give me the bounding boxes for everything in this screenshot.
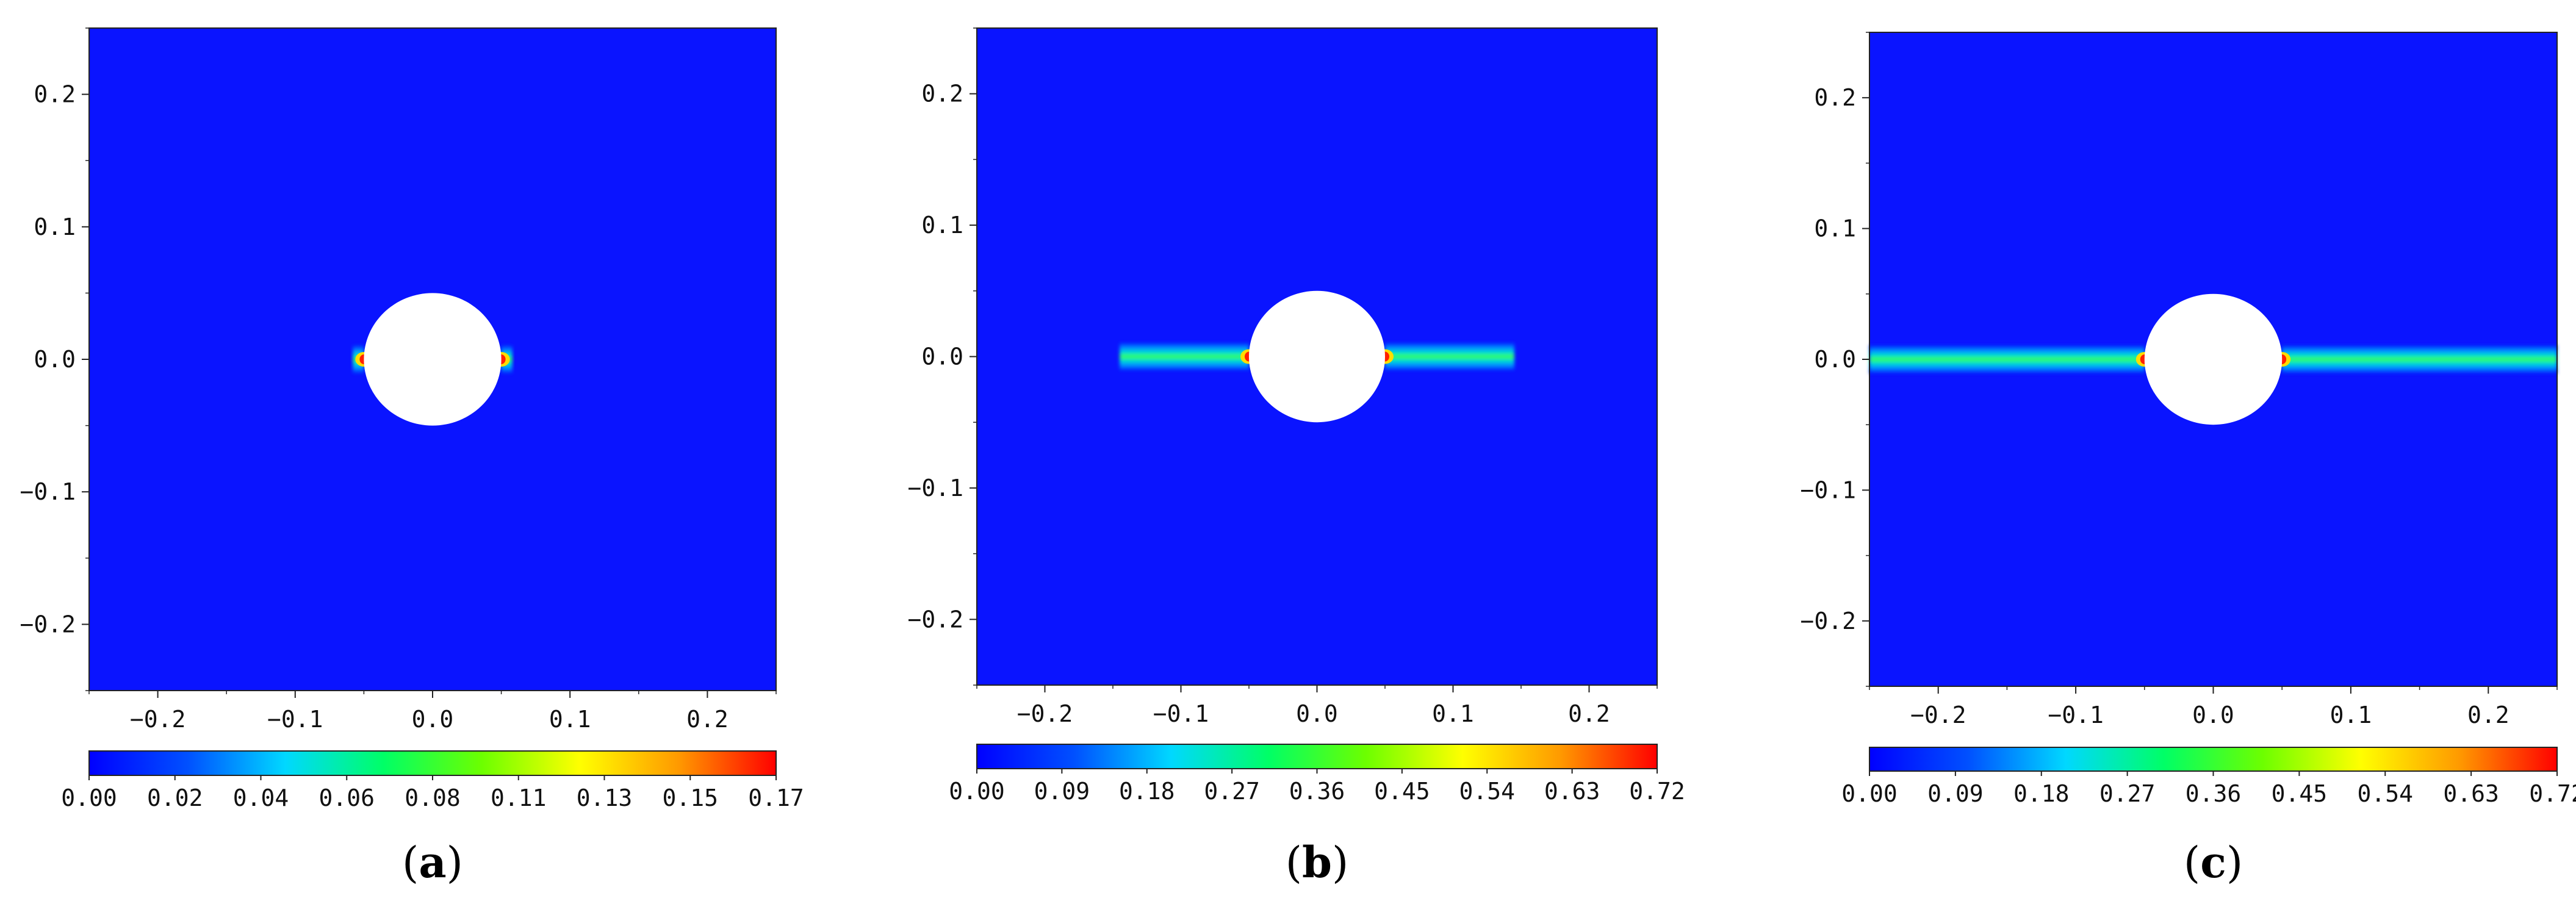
colorbar-tick-label: 0.15 (662, 785, 718, 811)
x-tick-label: −0.2 (1017, 700, 1073, 727)
colorbar (88, 750, 777, 776)
colorbar-tick-label: 0.17 (748, 785, 804, 811)
panel-c: −0.2 −0.1 0.0 0.1 0.2 0.2 0.1 0.0 −0.1 −0.2 0.00 0.… (1800, 32, 2576, 888)
panel-letter: a (419, 837, 446, 888)
crack-band (1385, 342, 1514, 372)
colorbar-tick-label: 0.00 (61, 785, 117, 811)
x-tick-label: 0.0 (412, 706, 454, 733)
colorbar-tick-label: 0.00 (949, 778, 1005, 805)
x-tick-label: −0.2 (130, 706, 186, 733)
y-tick-label: 0.0 (921, 343, 963, 370)
x-tick-label: 0.2 (2467, 702, 2509, 728)
crack-band (2282, 345, 2557, 374)
x-tick-label: 0.1 (549, 706, 591, 733)
colorbar-tick-label: 0.13 (577, 785, 633, 811)
colorbar-tick-label: 0.72 (2529, 780, 2576, 807)
y-tick-label: 0.2 (1814, 84, 1856, 111)
x-tick-label: 0.1 (2330, 702, 2372, 728)
y-tick-label: 0.1 (921, 212, 963, 239)
hole (1249, 290, 1385, 423)
x-tick-label: −0.1 (1153, 700, 1209, 727)
y-tick-label: 0.1 (1814, 215, 1856, 242)
colorbar-tick-label: 0.45 (1374, 778, 1430, 805)
y-tick-label: −0.2 (20, 611, 76, 638)
colorbar-tick-label: 0.18 (1119, 778, 1175, 805)
panel-a: −0.2 −0.1 0.0 0.1 0.2 0.2 0.1 0.0 −0.1 −0.2 0.00 0.… (20, 27, 804, 888)
y-tick-label: 0.0 (1814, 346, 1856, 373)
colorbar-tick-label: 0.09 (1927, 780, 1984, 807)
y-tick-label: −0.1 (907, 475, 963, 501)
y-tick-label: −0.2 (907, 606, 963, 633)
y-tick-label: 0.2 (921, 81, 963, 107)
colorbar-tick-label: 0.02 (147, 785, 203, 811)
y-tick-label: −0.1 (1800, 476, 1856, 503)
panel-label: (b) (1286, 837, 1349, 888)
colorbar-tick-label: 0.27 (2099, 780, 2156, 807)
y-tick-label: 0.1 (34, 214, 76, 240)
y-tick-label: 0.0 (34, 346, 76, 373)
x-tick-label: −0.1 (2048, 702, 2104, 728)
x-tick-label: 0.0 (1296, 700, 1338, 727)
colorbar (976, 744, 1658, 769)
colorbar-tick-label: 0.45 (2272, 780, 2328, 807)
colorbar-tick-label: 0.08 (405, 785, 461, 811)
y-tick-label: 0.2 (34, 81, 76, 108)
panel-letter: b (1302, 837, 1332, 888)
colorbar-tick-label: 0.36 (2186, 780, 2242, 807)
colorbar-tick-label: 0.72 (1629, 778, 1685, 805)
colorbar-tick-label: 0.54 (1459, 778, 1515, 805)
colorbar-tick-label: 0.04 (233, 785, 289, 811)
y-tick-label: −0.1 (20, 478, 76, 505)
hole (364, 293, 502, 426)
colorbar-tick-label: 0.36 (1289, 778, 1345, 805)
colorbar-tick-label: 0.00 (1841, 780, 1898, 807)
panel-b: −0.2 −0.1 0.0 0.1 0.2 0.2 0.1 0.0 −0.1 −0.2 0.00 0.… (907, 27, 1685, 888)
panel-letter: c (2200, 837, 2226, 888)
colorbar-tick-label: 0.11 (491, 785, 547, 811)
x-tick-label: 0.2 (686, 706, 729, 733)
colorbar-tick-label: 0.54 (2357, 780, 2413, 807)
crack-band (1120, 342, 1249, 372)
panel-label: (c) (2184, 837, 2243, 888)
x-tick-label: −0.1 (267, 706, 323, 733)
crack-band (1869, 345, 2145, 374)
hole (2144, 293, 2283, 425)
y-tick-label: −0.2 (1800, 608, 1856, 634)
x-tick-label: 0.2 (1568, 700, 1610, 727)
x-tick-label: 0.1 (1432, 700, 1474, 727)
colorbar-tick-label: 0.63 (1544, 778, 1600, 805)
colorbar-tick-label: 0.09 (1034, 778, 1090, 805)
x-tick-label: −0.2 (1910, 702, 1966, 728)
colorbar-tick-label: 0.06 (318, 785, 375, 811)
x-tick-label: 0.0 (2192, 702, 2234, 728)
colorbar-tick-label: 0.63 (2443, 780, 2499, 807)
colorbar (1869, 747, 2558, 772)
colorbar-tick-label: 0.18 (2013, 780, 2070, 807)
panel-label: (a) (402, 837, 463, 888)
colorbar-tick-label: 0.27 (1204, 778, 1260, 805)
